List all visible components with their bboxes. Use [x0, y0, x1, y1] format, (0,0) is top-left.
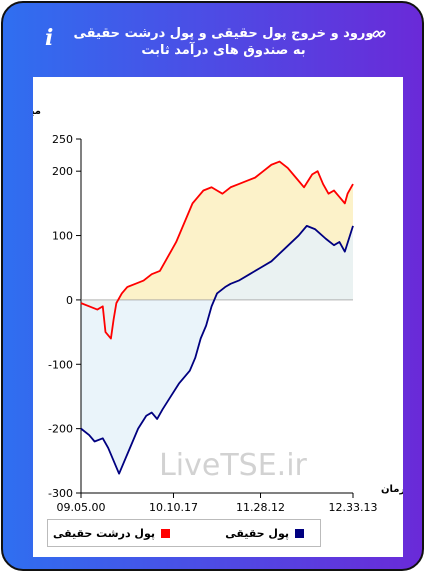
card-header: i ورود و خروج پول حقیقی و پول درشت حقیقی… [3, 3, 422, 77]
x-tick-label: 10.10.17 [149, 501, 198, 514]
info-icon[interactable]: i [45, 25, 54, 51]
y-axis-label: میلیارد تومان [33, 106, 41, 117]
watermark: LiveTSE.ir [159, 448, 307, 483]
series-line-real-money [80, 224, 354, 475]
x-tick-label: 11.28.12 [236, 501, 285, 514]
series-line-real-large-money [80, 160, 354, 340]
y-tick-label: 200 [52, 165, 73, 178]
legend-swatch-real-money [295, 529, 304, 538]
y-tick-label: 100 [52, 230, 73, 243]
area-real-money [81, 225, 353, 474]
legend: پول حقیقی پول درشت حقیقی [47, 519, 321, 547]
chart-svg: میلیارد تومان زمان -300 -200 -100 0 100 200 25… [3, 106, 405, 514]
chart-title: ورود و خروج پول حقیقی و پول درشت حقیقی ب… [73, 26, 374, 58]
legend-label-real-large-money: پول درشت حقیقی [52, 527, 155, 540]
x-tick-label: 09.05.00 [57, 501, 106, 514]
y-tick-label: -200 [48, 423, 73, 436]
y-tick-label: -100 [48, 358, 73, 371]
y-tick-label: 250 [52, 133, 73, 146]
y-tick-label: -300 [48, 487, 73, 500]
y-tick-label: 0 [66, 294, 73, 307]
legend-item-real-money[interactable]: پول حقیقی [225, 527, 304, 540]
legend-item-real-large-money[interactable]: پول درشت حقیقی [53, 527, 170, 540]
plot-area: -300 -200 -100 0 100 200 250 09.05.00 10.10.17 11… [48, 133, 377, 514]
legend-label-real-money: پول حقیقی [225, 527, 289, 540]
chart-panel: میلیارد تومان زمان -300 -200 -100 0 100 200 25… [3, 77, 405, 557]
x-axis-label: زمان [381, 484, 403, 495]
x-tick-label: 12.33.13 [329, 501, 378, 514]
legend-swatch-real-large-money [161, 529, 170, 538]
link-icon[interactable] [372, 27, 386, 41]
